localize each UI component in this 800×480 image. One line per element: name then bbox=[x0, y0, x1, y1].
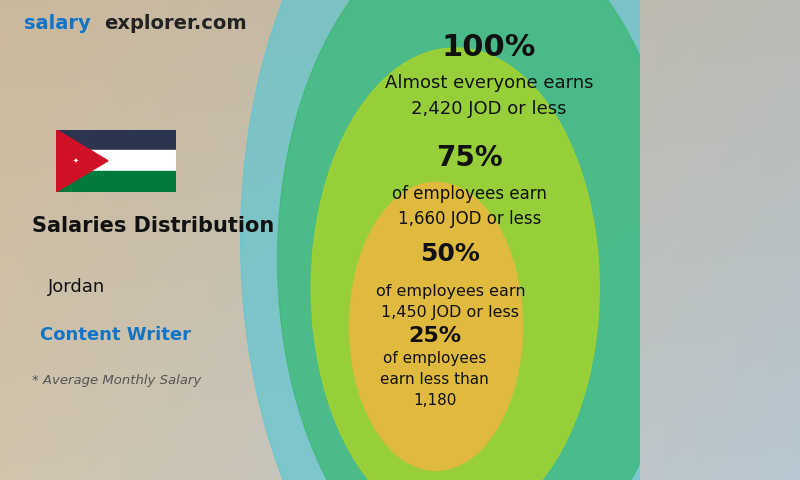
Ellipse shape bbox=[241, 0, 770, 480]
Text: Almost everyone earns
2,420 JOD or less: Almost everyone earns 2,420 JOD or less bbox=[385, 74, 593, 118]
Ellipse shape bbox=[278, 0, 681, 480]
Bar bbox=[56, 130, 176, 150]
Ellipse shape bbox=[350, 182, 522, 470]
Text: ✦: ✦ bbox=[72, 158, 78, 164]
Text: salary: salary bbox=[24, 14, 90, 34]
Bar bbox=[56, 150, 176, 171]
Text: 25%: 25% bbox=[408, 326, 461, 346]
Text: Salaries Distribution: Salaries Distribution bbox=[32, 216, 274, 236]
Text: explorer.com: explorer.com bbox=[104, 14, 246, 34]
Text: 75%: 75% bbox=[436, 144, 503, 172]
Bar bbox=[56, 171, 176, 192]
Text: of employees earn
1,450 JOD or less: of employees earn 1,450 JOD or less bbox=[375, 284, 526, 321]
Text: 100%: 100% bbox=[442, 34, 536, 62]
Text: Jordan: Jordan bbox=[48, 278, 106, 296]
Text: Content Writer: Content Writer bbox=[40, 326, 191, 345]
Ellipse shape bbox=[311, 48, 599, 480]
Text: of employees earn
1,660 JOD or less: of employees earn 1,660 JOD or less bbox=[392, 185, 547, 228]
Text: of employees
earn less than
1,180: of employees earn less than 1,180 bbox=[380, 351, 489, 408]
Text: 50%: 50% bbox=[421, 242, 480, 266]
Text: * Average Monthly Salary: * Average Monthly Salary bbox=[32, 374, 202, 387]
Polygon shape bbox=[56, 130, 108, 192]
